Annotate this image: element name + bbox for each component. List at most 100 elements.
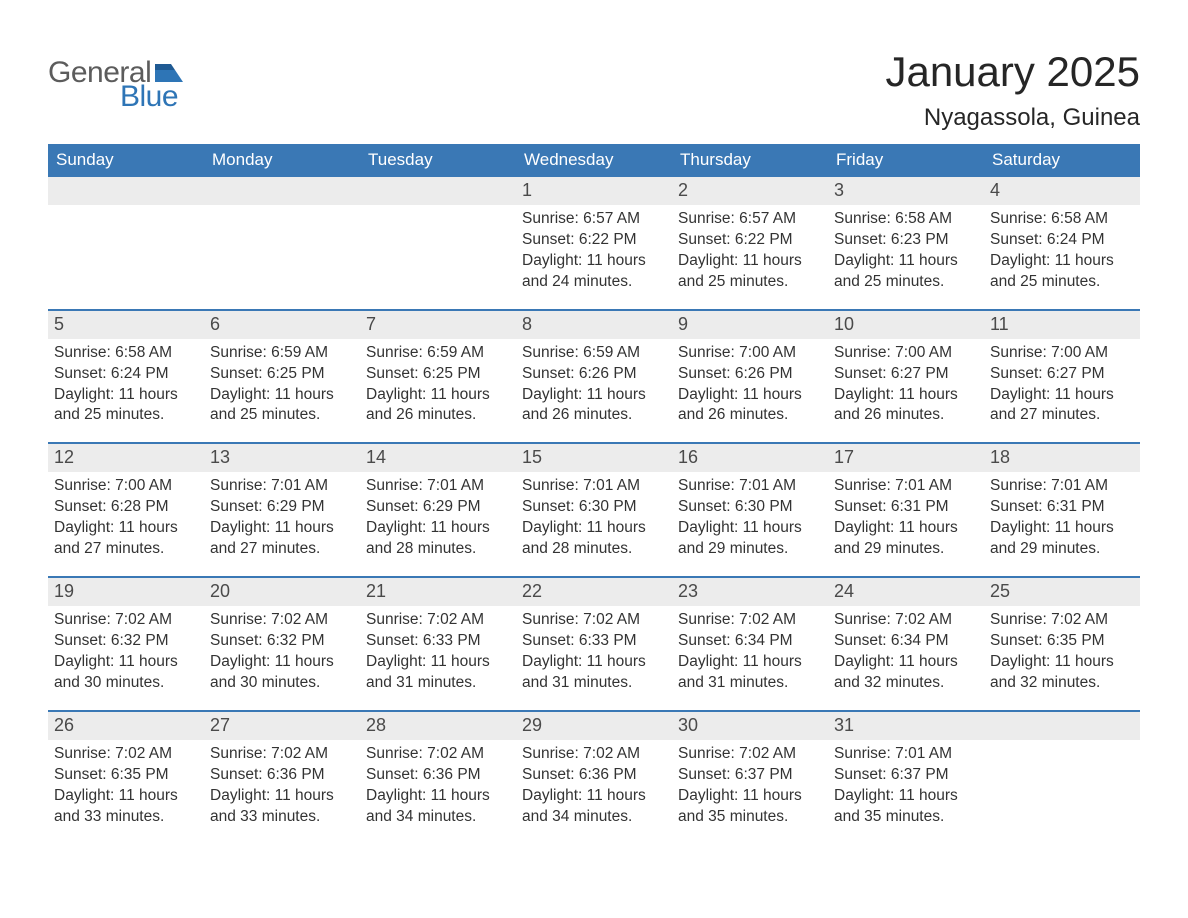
day-number: 26 (48, 712, 204, 740)
week-row: 5Sunrise: 6:58 AMSunset: 6:24 PMDaylight… (48, 309, 1140, 443)
day-cell: 17Sunrise: 7:01 AMSunset: 6:31 PMDayligh… (828, 444, 984, 576)
day-number: 18 (984, 444, 1140, 472)
day-cell: 4Sunrise: 6:58 AMSunset: 6:24 PMDaylight… (984, 177, 1140, 309)
daylight-text: Daylight: 11 hours and 35 minutes. (678, 786, 822, 828)
day-info: Sunrise: 7:02 AMSunset: 6:34 PMDaylight:… (672, 606, 828, 694)
sunrise-text: Sunrise: 7:02 AM (834, 610, 978, 631)
sunset-text: Sunset: 6:34 PM (678, 631, 822, 652)
sunrise-text: Sunrise: 6:58 AM (834, 209, 978, 230)
daylight-text: Daylight: 11 hours and 31 minutes. (678, 652, 822, 694)
day-cell: 31Sunrise: 7:01 AMSunset: 6:37 PMDayligh… (828, 712, 984, 844)
day-cell: 25Sunrise: 7:02 AMSunset: 6:35 PMDayligh… (984, 578, 1140, 710)
daylight-text: Daylight: 11 hours and 27 minutes. (54, 518, 198, 560)
sunset-text: Sunset: 6:22 PM (522, 230, 666, 251)
day-cell (984, 712, 1140, 844)
day-number: 19 (48, 578, 204, 606)
day-info: Sunrise: 7:02 AMSunset: 6:32 PMDaylight:… (48, 606, 204, 694)
day-number: 6 (204, 311, 360, 339)
sunset-text: Sunset: 6:34 PM (834, 631, 978, 652)
daylight-text: Daylight: 11 hours and 25 minutes. (210, 385, 354, 427)
daylight-text: Daylight: 11 hours and 30 minutes. (54, 652, 198, 694)
day-cell: 30Sunrise: 7:02 AMSunset: 6:37 PMDayligh… (672, 712, 828, 844)
day-number: 9 (672, 311, 828, 339)
day-number: 4 (984, 177, 1140, 205)
sunrise-text: Sunrise: 6:59 AM (210, 343, 354, 364)
sunrise-text: Sunrise: 7:02 AM (210, 610, 354, 631)
day-cell: 27Sunrise: 7:02 AMSunset: 6:36 PMDayligh… (204, 712, 360, 844)
day-number (360, 177, 516, 205)
daylight-text: Daylight: 11 hours and 30 minutes. (210, 652, 354, 694)
sunset-text: Sunset: 6:35 PM (54, 765, 198, 786)
daylight-text: Daylight: 11 hours and 28 minutes. (522, 518, 666, 560)
day-info: Sunrise: 7:01 AMSunset: 6:31 PMDaylight:… (828, 472, 984, 560)
daylight-text: Daylight: 11 hours and 29 minutes. (678, 518, 822, 560)
day-cell: 1Sunrise: 6:57 AMSunset: 6:22 PMDaylight… (516, 177, 672, 309)
sunrise-text: Sunrise: 6:58 AM (990, 209, 1134, 230)
day-info: Sunrise: 6:58 AMSunset: 6:24 PMDaylight:… (48, 339, 204, 427)
page-header: General Blue January 2025 Nyagassola, Gu… (48, 48, 1140, 132)
day-info: Sunrise: 7:01 AMSunset: 6:31 PMDaylight:… (984, 472, 1140, 560)
day-number: 27 (204, 712, 360, 740)
day-cell: 3Sunrise: 6:58 AMSunset: 6:23 PMDaylight… (828, 177, 984, 309)
sunset-text: Sunset: 6:37 PM (834, 765, 978, 786)
day-cell: 10Sunrise: 7:00 AMSunset: 6:27 PMDayligh… (828, 311, 984, 443)
day-cell: 20Sunrise: 7:02 AMSunset: 6:32 PMDayligh… (204, 578, 360, 710)
day-info: Sunrise: 7:02 AMSunset: 6:36 PMDaylight:… (516, 740, 672, 828)
day-cell: 16Sunrise: 7:01 AMSunset: 6:30 PMDayligh… (672, 444, 828, 576)
dow-monday: Monday (204, 144, 360, 177)
daylight-text: Daylight: 11 hours and 34 minutes. (522, 786, 666, 828)
day-cell: 15Sunrise: 7:01 AMSunset: 6:30 PMDayligh… (516, 444, 672, 576)
day-cell: 6Sunrise: 6:59 AMSunset: 6:25 PMDaylight… (204, 311, 360, 443)
sunset-text: Sunset: 6:23 PM (834, 230, 978, 251)
day-number: 23 (672, 578, 828, 606)
sunrise-text: Sunrise: 6:57 AM (522, 209, 666, 230)
day-info: Sunrise: 6:57 AMSunset: 6:22 PMDaylight:… (516, 205, 672, 293)
logo-text-blue: Blue (120, 80, 183, 114)
daylight-text: Daylight: 11 hours and 26 minutes. (678, 385, 822, 427)
day-info: Sunrise: 7:02 AMSunset: 6:35 PMDaylight:… (984, 606, 1140, 694)
day-number: 22 (516, 578, 672, 606)
day-cell: 21Sunrise: 7:02 AMSunset: 6:33 PMDayligh… (360, 578, 516, 710)
sunset-text: Sunset: 6:35 PM (990, 631, 1134, 652)
dow-sunday: Sunday (48, 144, 204, 177)
day-info: Sunrise: 7:00 AMSunset: 6:27 PMDaylight:… (984, 339, 1140, 427)
sunrise-text: Sunrise: 7:02 AM (678, 610, 822, 631)
week-row: 26 Sunrise: 7:02 AM Sunset: 6:35 PM Dayligh… (48, 710, 1140, 844)
daylight-text: Daylight: 11 hours and 25 minutes. (54, 385, 198, 427)
sunset-text: Sunset: 6:36 PM (522, 765, 666, 786)
day-number: 2 (672, 177, 828, 205)
sunset-text: Sunset: 6:36 PM (366, 765, 510, 786)
day-number: 29 (516, 712, 672, 740)
day-number: 15 (516, 444, 672, 472)
day-number: 28 (360, 712, 516, 740)
sunrise-text: Sunrise: 7:01 AM (678, 476, 822, 497)
sunrise-text: Sunrise: 6:59 AM (366, 343, 510, 364)
sunrise-text: Sunrise: 7:01 AM (990, 476, 1134, 497)
sunset-text: Sunset: 6:29 PM (210, 497, 354, 518)
day-cell: 13Sunrise: 7:01 AMSunset: 6:29 PMDayligh… (204, 444, 360, 576)
day-info: Sunrise: 6:58 AMSunset: 6:24 PMDaylight:… (984, 205, 1140, 293)
day-number: 11 (984, 311, 1140, 339)
day-cell: 29Sunrise: 7:02 AMSunset: 6:36 PMDayligh… (516, 712, 672, 844)
sunset-text: Sunset: 6:31 PM (990, 497, 1134, 518)
day-number: 12 (48, 444, 204, 472)
day-number: 17 (828, 444, 984, 472)
day-info: Sunrise: 6:59 AMSunset: 6:25 PMDaylight:… (204, 339, 360, 427)
daylight-text: Daylight: 11 hours and 25 minutes. (678, 251, 822, 293)
day-number: 3 (828, 177, 984, 205)
day-cell (204, 177, 360, 309)
sunrise-text: Sunrise: 7:02 AM (366, 610, 510, 631)
sunrise-text: Sunrise: 7:00 AM (990, 343, 1134, 364)
day-info: Sunrise: 7:02 AMSunset: 6:33 PMDaylight:… (360, 606, 516, 694)
sunrise-text: Sunrise: 7:02 AM (54, 610, 198, 631)
sunrise-text: Sunrise: 7:02 AM (210, 744, 354, 765)
title-block: January 2025 Nyagassola, Guinea (885, 48, 1140, 132)
day-number (984, 712, 1140, 740)
dow-saturday: Saturday (984, 144, 1140, 177)
day-info: Sunrise: 7:00 AMSunset: 6:27 PMDaylight:… (828, 339, 984, 427)
day-info: Sunrise: 7:02 AMSunset: 6:37 PMDaylight:… (672, 740, 828, 828)
day-number: 8 (516, 311, 672, 339)
sunrise-text: Sunrise: 7:01 AM (834, 744, 978, 765)
day-number: 16 (672, 444, 828, 472)
day-info: Sunrise: 6:58 AMSunset: 6:23 PMDaylight:… (828, 205, 984, 293)
